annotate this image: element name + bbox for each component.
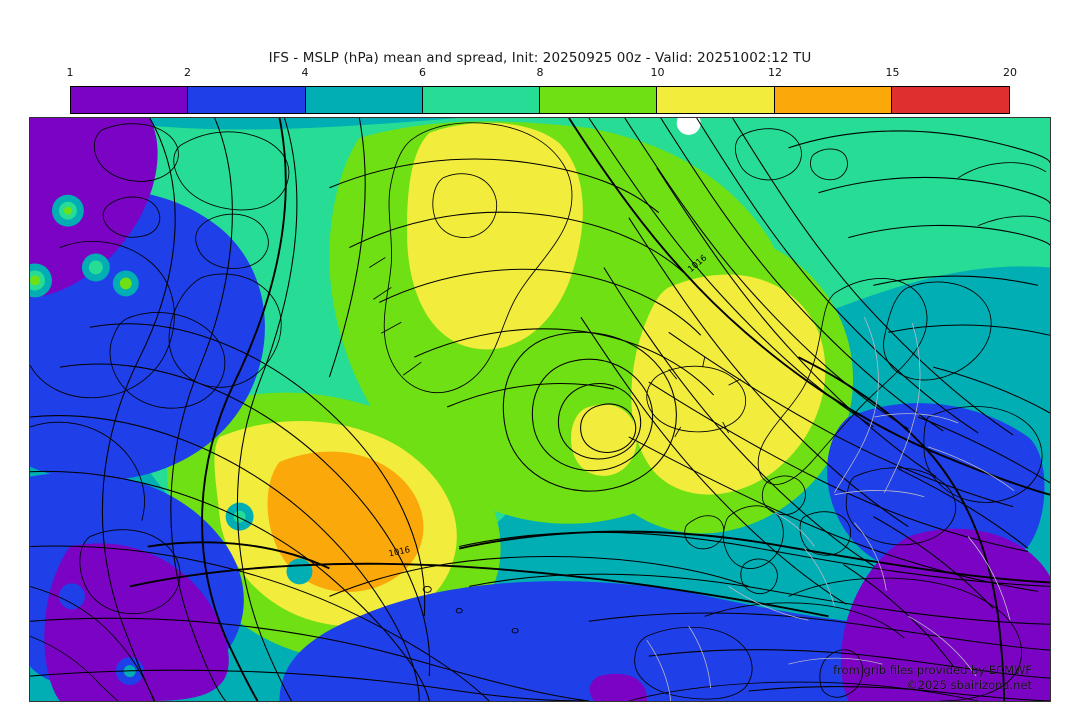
colorbar-segment-2-4 — [188, 87, 306, 113]
colorbar-tick-6: 6 — [419, 66, 426, 79]
colorbar-segment-1-2 — [71, 87, 189, 113]
colorbar-segment-6-8 — [422, 87, 540, 113]
colorbar-segment-10-12 — [657, 87, 775, 113]
colorbar-tick-12: 12 — [768, 66, 782, 79]
mslp-spread-map: 1016 1016 — [30, 118, 1050, 701]
colorbar-segment-12-15 — [774, 87, 892, 113]
colorbar-tick-labels: 1 2 4 6 8 10 12 15 20 — [66, 66, 1018, 82]
colorbar-tick-10: 10 — [650, 66, 665, 79]
colorbar-tick-4: 4 — [301, 66, 309, 79]
page-title: IFS - MSLP (hPa) mean and spread, Init: … — [268, 50, 812, 66]
colorbar-segment-15-20 — [891, 87, 1009, 113]
spread-shading — [30, 118, 1050, 701]
colorbar-tick-20: 20 — [1003, 66, 1017, 79]
colorbar-tick-2: 2 — [184, 66, 191, 79]
isobar-label: 1016 — [388, 544, 411, 558]
colorbar-tick-15: 15 — [885, 66, 900, 79]
colorbar-gradient — [70, 86, 1010, 114]
colorbar-segment-8-10 — [540, 87, 658, 113]
colorbar-tick-1: 1 — [66, 66, 74, 79]
coastlines-and-borders — [30, 122, 1050, 701]
mslp-isobar-contours — [30, 118, 1050, 701]
colorbar-segment-4-6 — [305, 87, 423, 113]
country-borders — [646, 317, 1015, 701]
map-panel[interactable]: 1016 1016 from grib files provided by EC… — [29, 117, 1051, 702]
colorbar-tick-8: 8 — [536, 66, 544, 79]
colorbar: 1 2 4 6 8 10 12 15 20 — [67, 66, 1017, 114]
